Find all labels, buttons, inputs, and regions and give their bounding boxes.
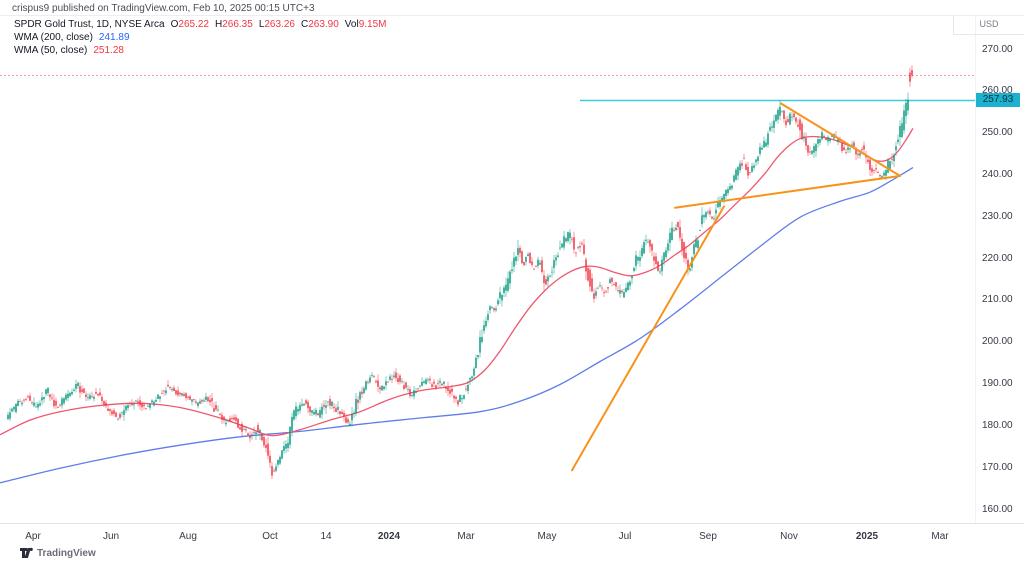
time-axis-label: 2025 (855, 531, 879, 542)
time-axis-label: Mar (457, 531, 475, 542)
time-axis-label: Oct (262, 531, 278, 542)
time-axis-label: Mar (931, 531, 949, 542)
legend-segment: 263.26 (264, 19, 295, 30)
legend-segment: O (170, 19, 179, 30)
time-axis-divider (0, 523, 1024, 524)
legend-segment: WMA (200, close) (14, 32, 93, 43)
price-axis-label: 180.00 (982, 419, 1013, 431)
time-axis-label: Apr (25, 531, 41, 542)
legend-segment: 241.89 (98, 32, 130, 43)
time-axis-label: Jul (618, 531, 632, 542)
legend-segment: WMA (50, close) (14, 45, 88, 56)
time-axis-label: 14 (320, 531, 332, 542)
symbol-legend: SPDR Gold Trust, 1D, NYSE Arca O265.22 H26… (14, 18, 387, 57)
currency-label: USD (953, 15, 1024, 35)
price-axis-label: 190.00 (982, 378, 1013, 390)
symbol-info-row: SPDR Gold Trust, 1D, NYSE Arca O265.22 H26… (14, 18, 387, 31)
legend-segment: Vol (344, 19, 359, 30)
price-axis-label: 170.00 (982, 461, 1013, 473)
price-axis-label: 270.00 (982, 43, 1013, 55)
wma50-legend-row: WMA (50, close) 251.28 (14, 44, 387, 57)
tradingview-logo[interactable]: TradingView (20, 547, 96, 559)
time-axis-label: May (537, 531, 557, 542)
price-axis-label: 230.00 (982, 210, 1013, 222)
legend-segment: C (300, 19, 309, 30)
legend-segment: SPDR Gold Trust, 1D, NYSE Arca (14, 19, 165, 30)
time-axis-label: Sep (699, 531, 717, 542)
price-axis-label: 240.00 (982, 168, 1013, 180)
price-axis-divider (975, 15, 976, 523)
price-axis-label: 250.00 (982, 127, 1013, 139)
legend-segment: 265.22 (178, 19, 209, 30)
tradingview-logo-icon (20, 547, 33, 558)
time-axis-label: Jun (102, 531, 120, 542)
tradingview-logo-text: TradingView (37, 547, 96, 559)
legend-segment: H (214, 19, 223, 30)
time-axis-label: Aug (179, 531, 197, 542)
price-axis-label: 260.00 (982, 85, 1013, 97)
price-axis-label: 210.00 (982, 294, 1013, 306)
price-axis-label: 160.00 (982, 503, 1013, 515)
legend-segment: 9.15M (358, 19, 387, 30)
price-axis-label: 200.00 (982, 336, 1013, 348)
wma200-legend-row: WMA (200, close) 241.89 (14, 31, 387, 44)
legend-segment: 266.35 (222, 19, 253, 30)
time-axis-label: Nov (780, 531, 798, 542)
header-divider (0, 15, 1024, 16)
price-axis-label: 220.00 (982, 252, 1013, 264)
time-axis-label: 2024 (377, 531, 401, 542)
legend-segment: 251.28 (93, 45, 124, 56)
legend-segment: L (258, 19, 265, 30)
attribution-bar: crispus9 published on TradingView.com, F… (12, 3, 315, 14)
legend-segment: 263.90 (308, 19, 339, 30)
price-level-label: 257.93 (976, 93, 1020, 108)
